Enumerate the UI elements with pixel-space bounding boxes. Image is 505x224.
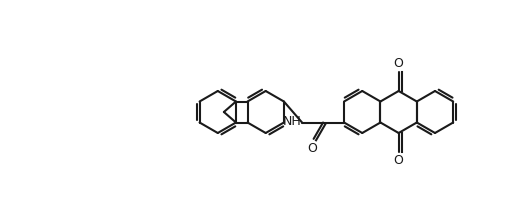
Text: O: O: [394, 57, 403, 70]
Text: NH: NH: [282, 115, 301, 128]
Text: O: O: [308, 142, 318, 155]
Text: O: O: [394, 154, 403, 167]
